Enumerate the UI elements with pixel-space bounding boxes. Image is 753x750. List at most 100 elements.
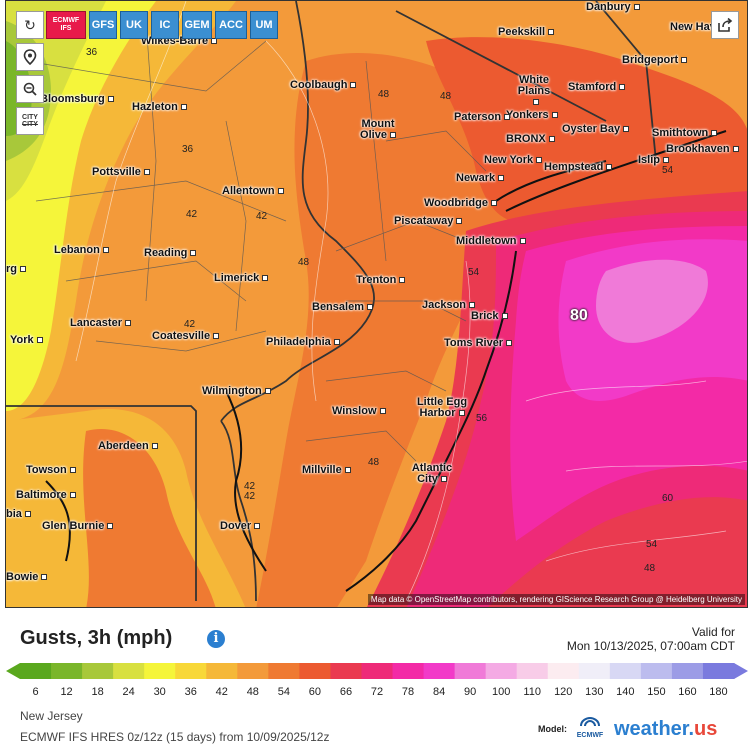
city-marker: [619, 84, 626, 91]
city-marker: [262, 275, 269, 282]
city-label: Millville: [302, 464, 351, 476]
scale-tick-label: 140: [616, 686, 635, 698]
scale-tick-label: 48: [246, 686, 259, 698]
scale-swatch: [268, 663, 300, 679]
scale-swatch: [237, 663, 269, 679]
model-button-gfs[interactable]: GFS: [89, 11, 117, 39]
map-view[interactable]: Wilkes-Barre Bloomsburg Hazleton Coolbau…: [5, 0, 748, 608]
model-button-uk[interactable]: UK: [120, 11, 148, 39]
city-marker: [254, 523, 261, 530]
scale-swatch: [299, 663, 331, 679]
ecmwf-logo: ECMWF: [576, 716, 604, 739]
scale-swatch: [20, 663, 52, 679]
model-button-ecmwf[interactable]: ECMWF IFS: [46, 11, 86, 39]
city-marker: [213, 333, 220, 340]
city-label: Danbury: [586, 1, 640, 13]
city-marker: [440, 476, 447, 483]
model-button-gem[interactable]: GEM: [182, 11, 212, 39]
city-marker: [264, 388, 271, 395]
scale-swatch: [175, 663, 207, 679]
color-scale-bar: [6, 663, 748, 679]
city-marker: [24, 511, 31, 518]
model-button-ic[interactable]: IC: [151, 11, 179, 39]
city-label: Stamford: [568, 81, 626, 93]
scale-swatch: [206, 663, 238, 679]
city-marker: [606, 164, 613, 171]
city-label: rg: [6, 263, 26, 275]
scale-swatch: [702, 663, 735, 679]
scale-swatch: [144, 663, 176, 679]
city-marker: [124, 320, 131, 327]
scale-tick-label: 18: [91, 686, 104, 698]
scale-tick-label: 54: [277, 686, 290, 698]
map-attribution[interactable]: Map data © OpenStreetMap contributors, r…: [367, 594, 745, 605]
scale-swatch: [454, 663, 487, 679]
scale-swatch: [51, 663, 83, 679]
peak-gust-label: 80: [570, 307, 588, 324]
contour-label: 42: [186, 209, 198, 220]
city-marker: [102, 247, 109, 254]
scale-swatch: [392, 663, 425, 679]
city-label: BRONX: [506, 133, 555, 145]
city-label: Smithtown: [652, 127, 718, 139]
city-label: Reading: [144, 247, 197, 259]
refresh-icon[interactable]: ↻: [16, 11, 44, 39]
scale-tick-label: 6: [32, 686, 39, 698]
city-marker: [107, 523, 114, 530]
scale-tick-label: 12: [60, 686, 73, 698]
share-icon[interactable]: [711, 11, 739, 39]
model-button-um[interactable]: UM: [250, 11, 278, 39]
city-marker: [548, 29, 555, 36]
scale-tick-label: 180: [709, 686, 728, 698]
city-marker: [663, 157, 670, 164]
city-marker: [333, 339, 340, 346]
city-toggle-button[interactable]: CITY CITY: [16, 107, 44, 135]
scale-tick-label: 84: [432, 686, 446, 698]
contour-label: 48: [440, 91, 452, 102]
weather-us-logo[interactable]: weather.us: [614, 718, 717, 741]
model-button-acc[interactable]: ACC: [215, 11, 247, 39]
contour-label: 48: [644, 563, 656, 574]
city-marker: [69, 467, 76, 474]
city-label: Middletown: [456, 235, 526, 247]
city-label: Limerick: [214, 272, 269, 284]
city-marker: [399, 277, 406, 284]
city-label: Coatesville: [152, 330, 220, 342]
city-label: Wilmington: [202, 385, 271, 397]
contour-label: 42: [244, 491, 256, 502]
valid-time: Mon 10/13/2025, 07:00am CDT: [566, 639, 735, 653]
scale-swatch: [361, 663, 394, 679]
model-toolbar: ECMWF IFS GFS UK IC GEM ACC UM: [46, 11, 278, 39]
info-icon[interactable]: i: [207, 630, 225, 648]
scale-tick-label: 60: [308, 686, 322, 698]
zoom-out-icon[interactable]: [16, 75, 44, 103]
scale-tick-label: 36: [184, 686, 197, 698]
city-marker: [20, 266, 26, 273]
city-label: Pottsville: [92, 166, 150, 178]
contour-label: 60: [662, 493, 674, 504]
contour-label: 54: [662, 165, 674, 176]
city-marker: [501, 313, 508, 320]
brand-main: weather.: [614, 718, 695, 740]
city-marker: [458, 410, 465, 417]
scale-tick-label: 78: [401, 686, 415, 698]
city-label: Philadelphia: [266, 336, 340, 348]
city-label: Toms River: [444, 337, 513, 349]
city-marker: [506, 340, 513, 347]
scale-tick-label: 90: [464, 686, 477, 698]
city-marker: [623, 126, 630, 133]
city-toggle-label: CITY: [22, 114, 38, 121]
city-marker: [107, 96, 114, 103]
location-pin-icon[interactable]: [16, 43, 44, 71]
scale-swatch: [640, 663, 673, 679]
city-marker: [732, 146, 739, 153]
city-marker: [151, 443, 158, 450]
city-label: Islip: [638, 154, 670, 166]
scale-swatch: [330, 663, 362, 679]
scale-swatch: [671, 663, 704, 679]
city-marker: [366, 304, 373, 311]
city-label: Hempstead: [544, 161, 613, 173]
scale-tick-label: 100: [491, 686, 511, 698]
city-marker: [456, 218, 463, 225]
city-label: Woodbridge: [424, 197, 497, 209]
